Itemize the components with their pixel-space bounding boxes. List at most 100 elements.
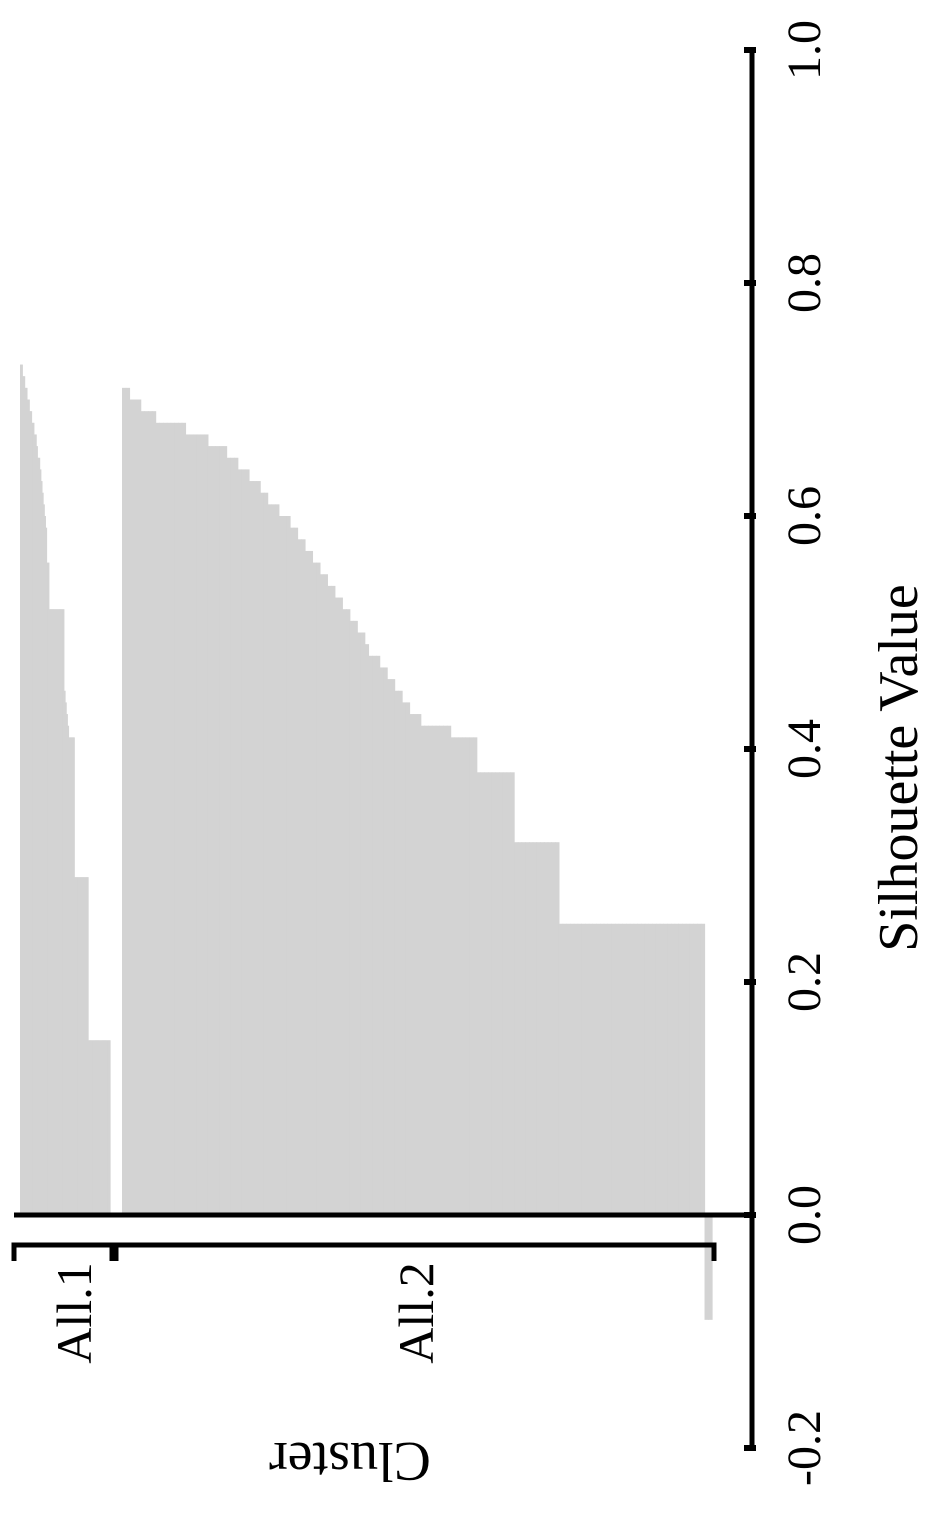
silhouette-bar xyxy=(21,364,23,1215)
silhouette-bar xyxy=(670,923,676,1215)
silhouette-bar xyxy=(495,772,500,1215)
silhouette-bar xyxy=(342,609,347,1215)
silhouette-bar xyxy=(256,481,261,1215)
silhouette-bar xyxy=(100,1040,103,1215)
silhouette-bar xyxy=(185,434,190,1215)
silhouette-bar xyxy=(105,1040,108,1215)
silhouette-bar xyxy=(499,772,504,1215)
silhouette-bar xyxy=(38,457,41,1215)
silhouette-bar xyxy=(155,422,160,1215)
silhouette-bar xyxy=(48,609,51,1215)
silhouette-bar xyxy=(226,457,231,1215)
silhouette-bar xyxy=(532,842,538,1215)
silhouette-bar xyxy=(435,725,440,1215)
silhouette-bar xyxy=(46,562,49,1215)
silhouette-bar xyxy=(30,411,33,1215)
silhouette-bar xyxy=(28,399,30,1215)
silhouette-bar xyxy=(331,585,336,1215)
silhouette-bar xyxy=(375,655,381,1215)
silhouette-bar xyxy=(207,446,213,1216)
silhouette-bar xyxy=(20,364,22,1215)
silhouette-bar xyxy=(398,690,403,1215)
silhouette-bar xyxy=(43,504,45,1216)
silhouette-bar xyxy=(85,877,88,1215)
silhouette-bar xyxy=(71,737,74,1215)
tick-label: 0.4 xyxy=(778,719,831,779)
silhouette-bar xyxy=(693,923,698,1215)
silhouette-bar xyxy=(234,457,239,1215)
silhouette-bar xyxy=(700,923,706,1215)
silhouette-bar xyxy=(461,737,467,1215)
silhouette-bar xyxy=(446,725,452,1215)
silhouette-bar xyxy=(106,1040,109,1215)
silhouette-bar xyxy=(104,1040,106,1215)
silhouette-bar xyxy=(52,609,55,1215)
silhouette-bar xyxy=(420,725,426,1215)
silhouette-bar xyxy=(290,527,295,1215)
silhouette-bar xyxy=(82,877,85,1215)
silhouette-bar xyxy=(529,842,534,1215)
silhouette-bar xyxy=(428,725,433,1215)
silhouette-bar xyxy=(402,702,407,1215)
silhouette-bar xyxy=(316,562,321,1215)
silhouette-bar xyxy=(140,411,145,1215)
silhouette-bar xyxy=(88,1040,90,1215)
silhouette-bar xyxy=(55,609,58,1215)
silhouette-bar xyxy=(364,644,370,1215)
silhouette-bar xyxy=(458,737,463,1215)
silhouette-bar xyxy=(439,725,444,1215)
silhouette-bar xyxy=(346,609,351,1215)
silhouette-bar xyxy=(641,923,646,1215)
silhouette-bar xyxy=(599,923,605,1215)
silhouette-bar xyxy=(92,1040,95,1215)
silhouette-bar xyxy=(58,609,60,1215)
silhouette-bar xyxy=(98,1040,101,1215)
silhouette-bar xyxy=(667,923,672,1215)
silhouette-bar xyxy=(68,737,71,1215)
silhouette-bar xyxy=(387,679,392,1215)
silhouette-bar xyxy=(443,725,448,1215)
silhouette-bar xyxy=(25,387,28,1216)
silhouette-bar xyxy=(230,457,235,1215)
x-axis-title: Silhouette Value xyxy=(868,584,930,952)
silhouette-bar xyxy=(644,923,650,1215)
silhouette-bar xyxy=(308,550,314,1215)
silhouette-bar xyxy=(54,609,57,1215)
silhouette-bar xyxy=(31,422,34,1215)
silhouette-bar xyxy=(26,399,29,1215)
silhouette-bar xyxy=(192,434,198,1215)
silhouette-bar xyxy=(622,923,627,1215)
silhouette-bar xyxy=(47,562,50,1215)
cluster-label: All.1 xyxy=(46,1262,102,1363)
silhouette-bar xyxy=(237,469,243,1215)
silhouette-axis: -0.2 0.0 0.2 0.4 0.6 0.8 1.0 xyxy=(744,20,831,1486)
silhouette-bar xyxy=(178,422,183,1215)
silhouette-bar xyxy=(151,411,157,1215)
silhouette-bar xyxy=(327,585,332,1215)
silhouette-bar xyxy=(360,632,366,1215)
silhouette-bar xyxy=(674,923,679,1215)
silhouette-bar xyxy=(196,434,202,1215)
silhouette-bar xyxy=(413,714,418,1215)
silhouette-bar xyxy=(585,923,590,1215)
silhouette-bar xyxy=(204,434,209,1215)
silhouette-bar xyxy=(200,434,205,1215)
silhouette-bar xyxy=(32,422,35,1215)
silhouette-bar xyxy=(73,737,75,1215)
y-axis-title: Cluster xyxy=(269,1430,431,1492)
silhouette-bar xyxy=(637,923,642,1215)
silhouette-bar xyxy=(148,411,153,1215)
silhouette-bar xyxy=(133,399,138,1215)
silhouette-bar xyxy=(323,574,328,1215)
tick-label: 1.0 xyxy=(778,20,831,80)
silhouette-bar xyxy=(540,842,545,1215)
silhouette-bar xyxy=(129,399,134,1215)
silhouette-bar xyxy=(80,877,82,1215)
silhouette-bar xyxy=(75,877,78,1215)
silhouette-bar xyxy=(562,923,567,1215)
silhouette-bar xyxy=(685,923,691,1215)
silhouette-bar xyxy=(424,725,429,1215)
silhouette-bar xyxy=(70,737,73,1215)
silhouette-bar xyxy=(510,772,515,1215)
silhouette-bar xyxy=(37,457,40,1215)
